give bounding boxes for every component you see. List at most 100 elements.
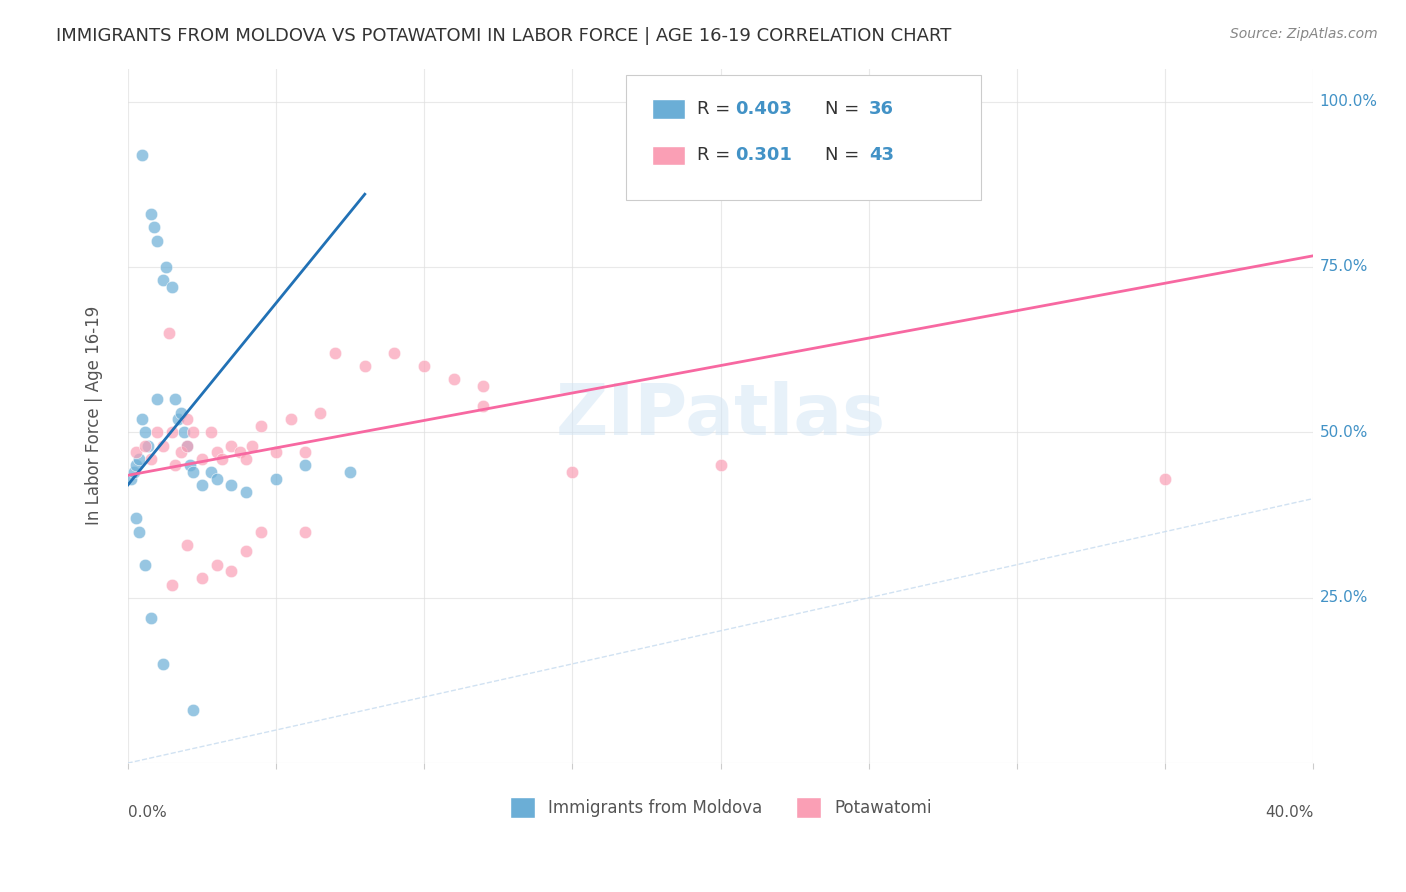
Point (211, 451, 233, 466)
Point (131, 147, 153, 161)
Point (190, 478, 212, 492)
Point (141, 207, 163, 221)
Point (152, 439, 174, 453)
Text: 40.0%: 40.0% (1265, 805, 1313, 820)
Point (157, 326, 180, 340)
Text: N =: N = (825, 146, 865, 164)
Point (176, 538, 198, 552)
Text: Source: ZipAtlas.com: Source: ZipAtlas.com (1230, 27, 1378, 41)
Point (221, 478, 243, 492)
Point (709, 458, 731, 473)
Text: ZIPatlas: ZIPatlas (555, 381, 886, 450)
Point (264, 472, 287, 486)
Text: 0.301: 0.301 (735, 146, 792, 164)
Point (146, 234, 169, 248)
Legend: Immigrants from Moldova, Potawatomi: Immigrants from Moldova, Potawatomi (503, 790, 938, 824)
Point (125, 511, 148, 525)
Point (120, 472, 142, 486)
Point (163, 392, 186, 407)
Point (250, 418, 273, 433)
Text: 75.0%: 75.0% (1319, 260, 1368, 275)
Point (160, 577, 183, 591)
Point (125, 445, 148, 459)
Point (264, 445, 287, 459)
Point (163, 458, 186, 473)
Point (128, 451, 150, 466)
Point (240, 439, 263, 453)
Point (143, 220, 166, 235)
Text: R =: R = (697, 100, 735, 118)
Point (176, 439, 198, 453)
Point (134, 425, 156, 440)
Point (294, 524, 316, 539)
Point (205, 558, 228, 572)
Point (141, 610, 163, 624)
Point (181, 703, 204, 717)
Point (173, 425, 195, 440)
Point (131, 412, 153, 426)
Point (134, 439, 156, 453)
Point (472, 379, 495, 393)
FancyBboxPatch shape (652, 145, 685, 165)
Point (190, 571, 212, 585)
Point (155, 260, 177, 274)
Text: IMMIGRANTS FROM MOLDOVA VS POTAWATOMI IN LABOR FORCE | AGE 16-19 CORRELATION CHA: IMMIGRANTS FROM MOLDOVA VS POTAWATOMI IN… (56, 27, 952, 45)
Point (250, 524, 273, 539)
Point (134, 558, 156, 572)
Point (205, 445, 228, 459)
Point (384, 346, 406, 360)
Point (235, 484, 257, 499)
Point (413, 359, 436, 374)
Point (125, 458, 148, 473)
Text: N =: N = (825, 100, 865, 118)
Point (179, 458, 201, 473)
Point (181, 465, 204, 479)
Point (146, 392, 169, 407)
Point (160, 280, 183, 294)
Point (176, 412, 198, 426)
Point (353, 359, 375, 374)
Text: 100.0%: 100.0% (1319, 94, 1378, 109)
Text: 25.0%: 25.0% (1319, 591, 1368, 606)
Text: R =: R = (697, 146, 735, 164)
Point (190, 451, 212, 466)
Point (160, 425, 183, 440)
Point (294, 458, 316, 473)
Point (200, 465, 222, 479)
Point (170, 445, 193, 459)
Point (181, 425, 204, 440)
Point (205, 472, 228, 486)
Point (200, 425, 222, 440)
Point (472, 399, 495, 413)
Point (339, 465, 361, 479)
Point (167, 412, 190, 426)
Text: 0.0%: 0.0% (128, 805, 166, 820)
Point (170, 405, 193, 419)
Point (141, 451, 163, 466)
Point (152, 657, 174, 671)
FancyBboxPatch shape (652, 99, 685, 119)
Y-axis label: In Labor Force | Age 16-19: In Labor Force | Age 16-19 (86, 306, 103, 525)
FancyBboxPatch shape (626, 76, 981, 201)
Point (309, 405, 332, 419)
Point (280, 412, 302, 426)
Point (323, 346, 346, 360)
Point (221, 439, 243, 453)
Point (229, 445, 252, 459)
Point (1154, 472, 1177, 486)
Text: 50.0%: 50.0% (1319, 425, 1368, 440)
Point (176, 439, 198, 453)
Point (122, 465, 145, 479)
Text: 0.403: 0.403 (735, 100, 792, 118)
Point (443, 372, 465, 386)
Point (138, 439, 160, 453)
Point (294, 445, 316, 459)
Point (561, 465, 583, 479)
Point (221, 564, 243, 578)
Text: 36: 36 (869, 100, 894, 118)
Point (235, 451, 257, 466)
Point (152, 273, 174, 287)
Point (128, 524, 150, 539)
Point (235, 544, 257, 558)
Text: 43: 43 (869, 146, 894, 164)
